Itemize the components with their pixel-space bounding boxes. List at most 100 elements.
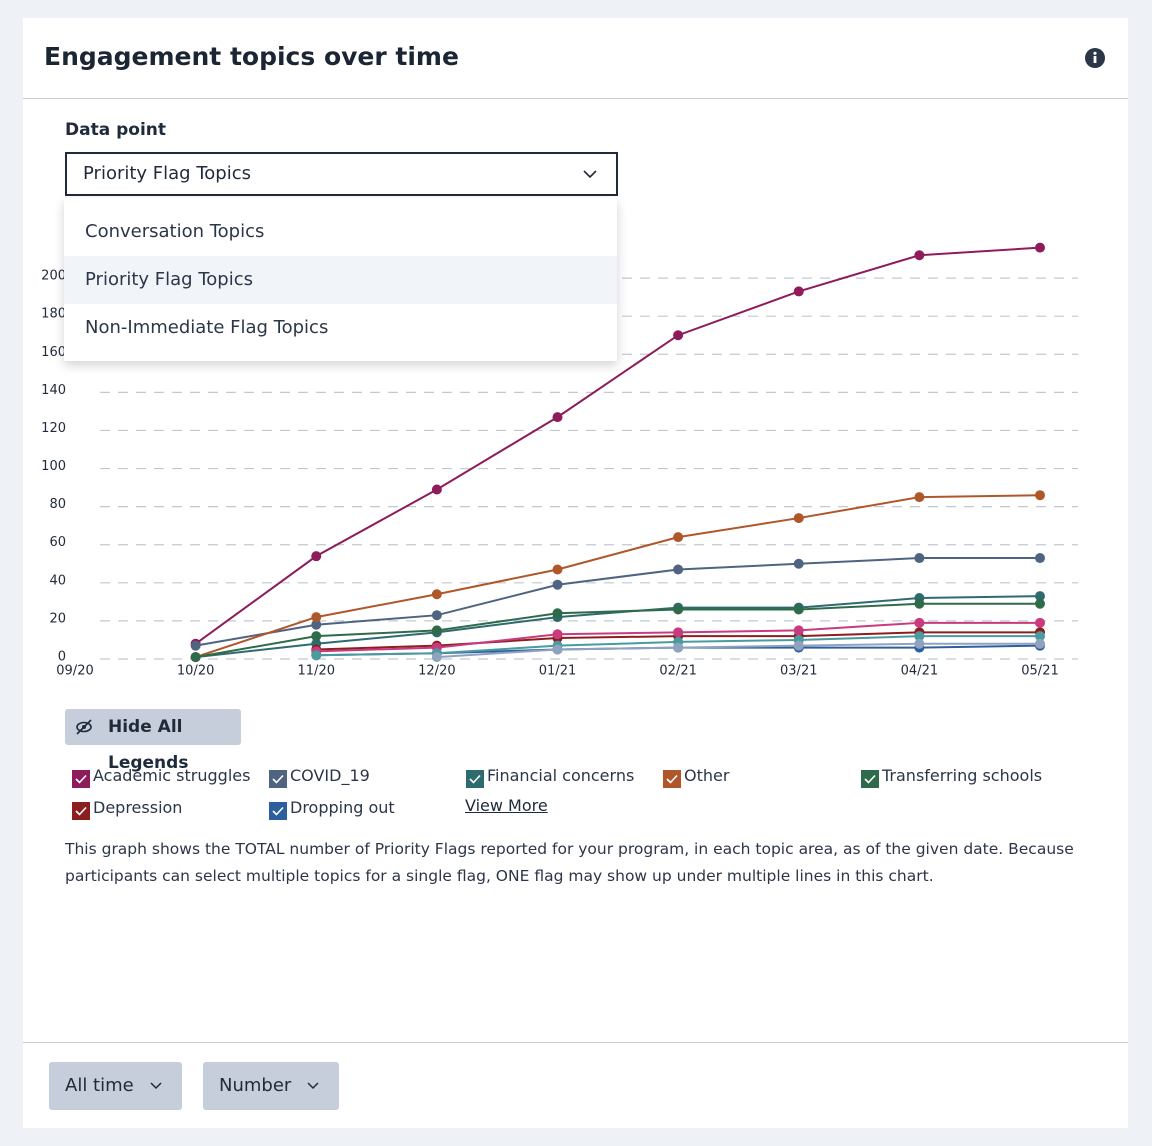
y-tick-label: 20 bbox=[49, 611, 66, 626]
data-point bbox=[552, 412, 563, 423]
data-point bbox=[431, 625, 442, 636]
hide-legends-button[interactable]: Hide All Legends bbox=[65, 709, 241, 773]
option[interactable]: Non-Immediate Flag Topics bbox=[85, 317, 329, 338]
x-tick-label: 01/21 bbox=[539, 664, 576, 679]
legend-label: Financial concerns bbox=[487, 765, 635, 785]
legend-checkbox bbox=[72, 770, 90, 788]
data-point bbox=[1035, 617, 1045, 628]
legend-item[interactable]: Transferring schools bbox=[861, 762, 1042, 788]
data-point bbox=[1035, 631, 1045, 642]
legend-label: Dropping out bbox=[290, 797, 395, 817]
legend-checkbox bbox=[72, 802, 90, 820]
x-tick-label: 09/20 bbox=[56, 664, 93, 679]
data-point bbox=[1035, 598, 1045, 609]
data-point bbox=[552, 629, 563, 640]
data-point bbox=[1035, 490, 1045, 501]
divider bbox=[23, 98, 1128, 99]
legend-label: Depression bbox=[93, 797, 183, 817]
legend-item[interactable]: COVID_19 bbox=[269, 762, 370, 788]
range-select[interactable]: All time bbox=[49, 1062, 182, 1110]
x-tick-label: 04/21 bbox=[901, 664, 938, 679]
legend-item[interactable]: Dropping out bbox=[269, 794, 395, 820]
x-tick-label: 10/20 bbox=[177, 664, 214, 679]
y-tick-label: 200 bbox=[41, 269, 66, 284]
legend-label: Other bbox=[684, 765, 730, 785]
data-point bbox=[311, 631, 322, 642]
chevron bbox=[307, 1082, 319, 1090]
data-point bbox=[552, 579, 563, 590]
x-tick-label: 11/20 bbox=[298, 664, 335, 679]
data-point bbox=[1035, 553, 1045, 564]
x-tick-label: 05/21 bbox=[1021, 664, 1058, 679]
data-point bbox=[673, 532, 684, 543]
data-point bbox=[431, 589, 442, 600]
option[interactable]: Conversation Topics bbox=[85, 221, 265, 242]
view-more-link[interactable]: View More bbox=[465, 796, 548, 815]
series-line bbox=[195, 557, 1040, 647]
data-point bbox=[311, 551, 322, 562]
data-point bbox=[914, 492, 925, 503]
data-point bbox=[190, 652, 201, 663]
data-point bbox=[793, 625, 804, 636]
data-point bbox=[311, 650, 322, 661]
legend-checkbox bbox=[466, 770, 484, 788]
data-point bbox=[673, 642, 684, 653]
series-line bbox=[195, 246, 1041, 645]
legend-checkbox bbox=[663, 770, 681, 788]
mode-select[interactable]: Number bbox=[203, 1062, 339, 1110]
data-point bbox=[914, 638, 925, 649]
data-point bbox=[793, 558, 804, 569]
option[interactable]: Priority Flag Topics bbox=[64, 256, 617, 304]
info-icon[interactable] bbox=[1084, 47, 1106, 69]
y-tick-label: 160 bbox=[41, 345, 66, 360]
data-point bbox=[914, 250, 925, 261]
description: This graph shows the TOTAL number of Pri… bbox=[65, 840, 1074, 885]
data-point bbox=[914, 598, 925, 609]
legend-item[interactable]: Academic struggles bbox=[72, 762, 250, 788]
data-point bbox=[793, 286, 804, 297]
y-tick-label: 80 bbox=[49, 497, 66, 512]
select-value: Priority Flag Topics bbox=[83, 163, 251, 184]
y-tick-label: 120 bbox=[41, 421, 66, 436]
series-line bbox=[436, 642, 1040, 659]
data-point bbox=[673, 604, 684, 615]
select[interactable]: Priority Flag Topics bbox=[65, 152, 618, 196]
chevron bbox=[583, 170, 597, 179]
legend-label: COVID_19 bbox=[290, 765, 370, 785]
data-point bbox=[190, 640, 201, 651]
data-point bbox=[1035, 591, 1045, 602]
data-point bbox=[1035, 242, 1045, 253]
y-tick-label: 140 bbox=[41, 383, 66, 398]
y-tick-label: 60 bbox=[49, 535, 66, 550]
data-point bbox=[431, 652, 442, 663]
data-point bbox=[552, 564, 563, 575]
select-value: Number bbox=[219, 1075, 292, 1096]
data-point bbox=[673, 564, 684, 575]
legend-label: Academic struggles bbox=[93, 765, 251, 785]
data-point bbox=[673, 627, 684, 638]
y-tick-label: 40 bbox=[49, 573, 66, 588]
legend-item[interactable]: Other bbox=[663, 762, 729, 788]
data-point bbox=[914, 617, 925, 628]
button-label: Hide All Legends bbox=[108, 717, 189, 773]
data-point bbox=[552, 644, 563, 655]
field-label: Data point bbox=[65, 120, 167, 140]
y-tick-label: 100 bbox=[41, 459, 66, 474]
series-line bbox=[195, 602, 1040, 659]
x-tick-label: 02/21 bbox=[659, 664, 696, 679]
eye-off-icon bbox=[76, 719, 92, 735]
data-point bbox=[431, 484, 442, 495]
dropdown-menu: Conversation Topics Priority Flag Topics… bbox=[64, 198, 617, 361]
legend-item[interactable]: Financial concerns bbox=[466, 762, 634, 788]
x-tick-label: 12/20 bbox=[418, 664, 455, 679]
legend-item[interactable]: Depression bbox=[72, 794, 182, 820]
y-tick-label: 180 bbox=[41, 307, 66, 322]
data-point bbox=[793, 604, 804, 615]
data-point bbox=[914, 631, 925, 642]
data-point bbox=[431, 610, 442, 621]
data-point bbox=[793, 640, 804, 651]
divider bbox=[23, 1042, 1128, 1043]
select-value: All time bbox=[65, 1075, 134, 1096]
legend-checkbox bbox=[861, 770, 879, 788]
